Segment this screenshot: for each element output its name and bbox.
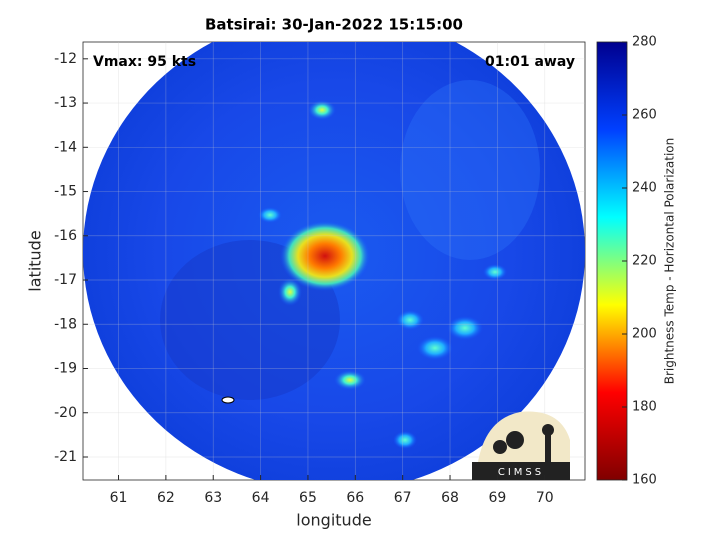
y-tick-label: -20	[54, 405, 77, 421]
colorbar-tick-label: 240	[632, 181, 657, 196]
y-tick-label: -15	[54, 184, 77, 200]
image	[83, 42, 585, 480]
annotation: Vmax: 95 kts	[93, 54, 196, 70]
x-tick-label: 65	[299, 490, 317, 506]
colorbar-label: Brightness Temp - Horizontal Polarizatio…	[663, 138, 677, 385]
x-tick-label: 68	[441, 490, 459, 506]
x-tick-label: 70	[536, 490, 554, 506]
colorbar-tick-label: 280	[632, 35, 657, 50]
y-tick-label: -12	[54, 51, 77, 67]
logo: CIMSS	[472, 411, 570, 480]
y-axis-label: latitude	[26, 230, 45, 291]
colorbar-tick-label: 200	[632, 327, 657, 342]
x-tick-label: 61	[110, 490, 128, 506]
grid	[83, 42, 585, 480]
colorbar-tick-label: 180	[632, 400, 657, 415]
x-tick-label: 64	[252, 490, 270, 506]
annotation: 01:01 away	[485, 54, 575, 70]
y-tick-label: -16	[54, 228, 77, 244]
x-tick-label: 67	[394, 490, 412, 506]
y-tick-label: -13	[54, 95, 77, 111]
y-tick-label: -21	[54, 449, 77, 465]
y-tick-label: -14	[54, 139, 77, 155]
colorbar-tick-label: 220	[632, 254, 657, 269]
y-tick-label: -18	[54, 316, 77, 332]
x-tick-label: 66	[346, 490, 364, 506]
y-tick-label: -19	[54, 361, 77, 377]
colorbar-tick-label: 260	[632, 108, 657, 123]
logo-text: CIMSS	[498, 467, 544, 478]
y-tick-label: -17	[54, 272, 77, 288]
chart-title: Batsirai: 30-Jan-2022 15:15:00	[205, 16, 463, 34]
x-tick-label: 63	[204, 490, 222, 506]
x-axis-label: longitude	[296, 511, 371, 530]
colorbar-tick-label: 160	[632, 473, 657, 488]
x-tick-label: 69	[488, 490, 506, 506]
x-tick-label: 62	[157, 490, 175, 506]
